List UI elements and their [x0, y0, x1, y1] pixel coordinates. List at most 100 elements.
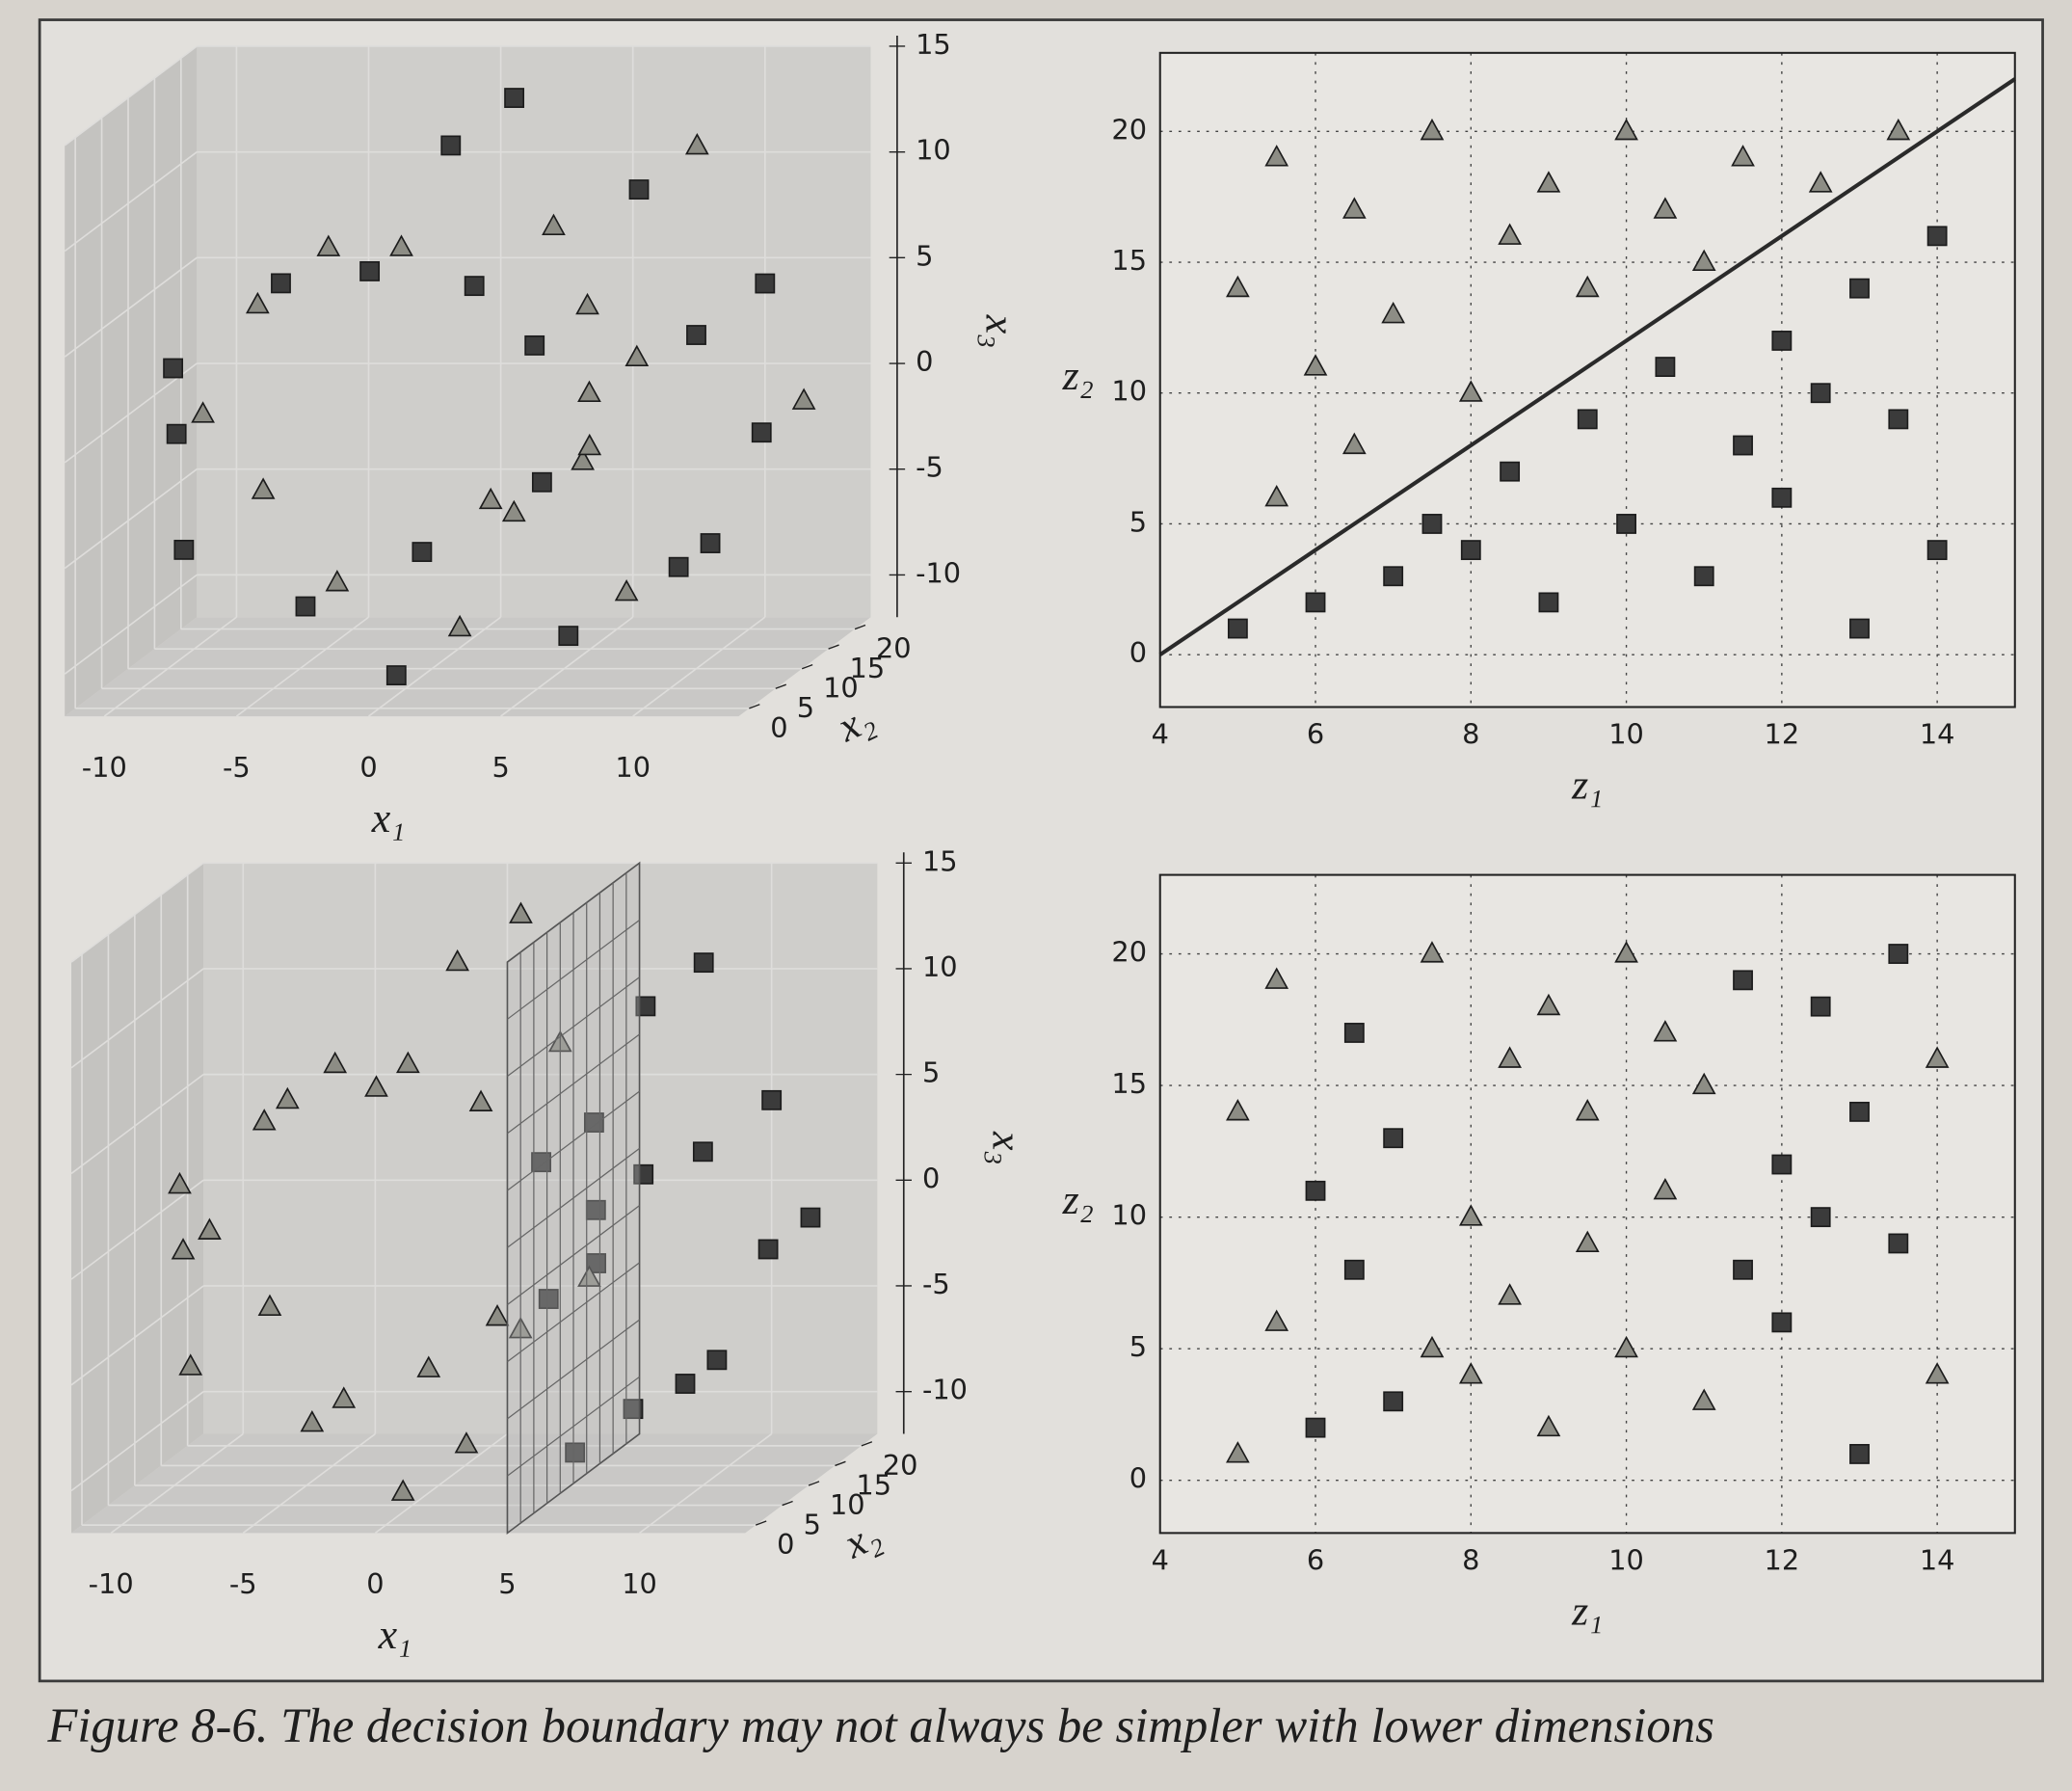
triangle-marker [1691, 1072, 1716, 1095]
tick-mark [808, 1481, 820, 1486]
y-axis-label: z₂ [1062, 1177, 1094, 1223]
z-axis-label: x₃ [977, 314, 1023, 349]
x-tick-label: -10 [82, 751, 127, 784]
triangle-marker [1498, 223, 1522, 245]
y-tick-label: 0 [1129, 636, 1147, 669]
tick-mark [755, 1520, 767, 1526]
triangle-marker [1420, 941, 1445, 963]
square-marker [1460, 540, 1481, 561]
square-marker [1849, 278, 1870, 299]
square-marker [1810, 996, 1831, 1017]
triangle-marker [168, 1171, 192, 1194]
triangle-marker [390, 1479, 415, 1501]
triangle-marker [1264, 1309, 1289, 1331]
triangle-marker [577, 1265, 601, 1287]
grid-line [374, 1432, 508, 1535]
y-tick-label: 20 [883, 1449, 918, 1482]
y-tick-label: 5 [1129, 1330, 1147, 1363]
square-marker [412, 542, 433, 563]
x-tick-label: 14 [1920, 1544, 1955, 1577]
square-marker [271, 273, 291, 294]
triangle-marker [1653, 1020, 1678, 1042]
square-marker [1305, 592, 1326, 613]
triangle-marker [1303, 354, 1328, 376]
triangle-marker [1264, 967, 1289, 989]
triangle-marker [1691, 249, 1716, 272]
tick-mark [835, 1460, 846, 1467]
triangle-marker [684, 133, 709, 155]
triangle-marker [316, 234, 341, 256]
y-tick-label: 15 [1111, 244, 1147, 277]
tick-mark [782, 1500, 793, 1507]
triangle-marker [323, 1051, 348, 1074]
square-marker [531, 471, 552, 493]
triangle-marker [1381, 301, 1406, 324]
square-marker [1733, 435, 1753, 456]
square-marker [1849, 1444, 1870, 1464]
square-marker [1227, 618, 1248, 639]
square-marker [1655, 357, 1676, 378]
square-marker [675, 1374, 696, 1394]
x-tick-label: 12 [1765, 718, 1800, 751]
triangle-marker [1458, 1362, 1483, 1384]
grid-line [64, 151, 198, 253]
square-marker [1305, 1180, 1326, 1201]
square-marker [1343, 1023, 1365, 1043]
triangle-marker [447, 614, 472, 637]
left-pane [65, 45, 198, 717]
square-marker [1849, 1101, 1870, 1122]
square-marker [1383, 566, 1404, 587]
triangle-marker [257, 1294, 282, 1317]
triangle-marker [1731, 145, 1755, 167]
z-tick-label: 15 [916, 28, 951, 61]
triangle-marker [1341, 432, 1367, 455]
triangle-marker [251, 477, 276, 499]
square-marker [635, 996, 656, 1017]
triangle-marker [1536, 171, 1561, 193]
grid-line [64, 256, 198, 358]
triangle-marker [624, 344, 650, 367]
x-tick-label: 10 [1608, 718, 1644, 751]
square-marker [1771, 487, 1793, 508]
plane-grid [507, 1033, 640, 1135]
square-marker [1771, 331, 1793, 351]
triangle-marker [1653, 197, 1678, 219]
triangle-marker [1614, 118, 1638, 141]
floor-pane [65, 617, 871, 717]
square-marker [1383, 1391, 1404, 1412]
y-tick-label: 10 [830, 1488, 865, 1521]
square-marker [1383, 1128, 1404, 1149]
triangle-marker [178, 1353, 203, 1376]
square-marker [464, 276, 485, 297]
axes-frame [1158, 873, 2016, 1535]
square-marker [686, 325, 706, 345]
square-marker [757, 1239, 779, 1260]
triangle-marker [171, 1238, 196, 1260]
square-marker [706, 1350, 728, 1371]
square-marker [385, 665, 407, 686]
triangle-marker [1886, 118, 1911, 141]
square-marker [755, 273, 776, 294]
square-marker [1733, 1259, 1753, 1280]
tick-mark [801, 663, 813, 670]
x-tick-label: 14 [1920, 718, 1955, 751]
x-tick-label: 4 [1152, 718, 1169, 751]
square-marker [173, 539, 195, 560]
triangle-marker [468, 1089, 493, 1111]
z-tick-label: -5 [922, 1268, 950, 1300]
z-axis-label: x₃ [984, 1131, 1030, 1165]
tick-mark [854, 624, 866, 630]
square-marker [1926, 540, 1948, 561]
x-tick-label: 6 [1307, 718, 1324, 751]
triangle-marker [396, 1051, 420, 1074]
plane-grid [507, 1147, 640, 1248]
triangle-marker [191, 401, 215, 423]
tick-mark [861, 1441, 873, 1447]
triangle-marker [1420, 118, 1445, 141]
square-marker [166, 423, 187, 444]
back-pane [203, 863, 878, 1434]
y-tick-label: 20 [1111, 936, 1147, 969]
triangle-marker [509, 901, 533, 923]
triangle-marker [571, 448, 595, 470]
square-marker [800, 1207, 821, 1228]
